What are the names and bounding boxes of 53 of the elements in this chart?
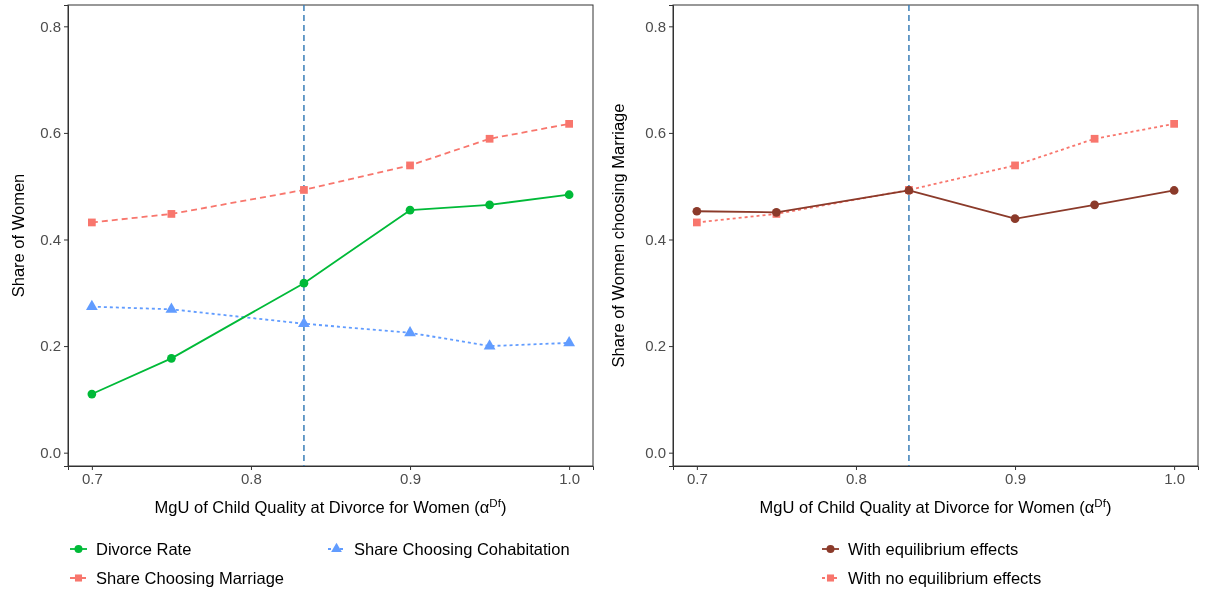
x-tick-label: 0.8 — [241, 469, 262, 487]
point — [298, 316, 310, 328]
x-tick-label: 0.8 — [846, 469, 867, 487]
x-tick-label: 0.7 — [686, 469, 708, 487]
point — [485, 134, 494, 143]
x-axis-title: MgU of Child Quality at Divorce for Women (α$^{Df}$) — [759, 497, 1112, 516]
point — [85, 299, 98, 311]
point — [300, 186, 308, 194]
legend-label: With no equilibrium effects — [848, 569, 1042, 587]
point — [167, 353, 176, 363]
point — [1011, 161, 1019, 170]
x-tick-label: 0.9 — [400, 469, 421, 487]
legend-label: Share Choosing Marriage — [96, 569, 285, 587]
y-tick-label: 0.2 — [40, 337, 61, 355]
point — [405, 205, 415, 215]
point — [1090, 134, 1099, 143]
point — [483, 339, 496, 350]
point — [564, 190, 574, 200]
point — [299, 278, 309, 288]
y-tick-label: 0.4 — [40, 230, 61, 248]
legend-label: Share Choosing Cohabitation — [354, 540, 570, 558]
x-tick-label: 0.9 — [1005, 469, 1026, 487]
point — [565, 119, 574, 128]
point — [87, 218, 96, 227]
point — [1169, 186, 1179, 195]
y-tick-label: 0.8 — [40, 17, 61, 35]
y-axis-title: Share of Women choosing Marriage — [609, 103, 627, 368]
legend-label: With equilibrium effects — [848, 540, 1019, 558]
point — [1090, 200, 1099, 210]
x-tick-label: 1.0 — [1164, 469, 1186, 487]
point — [692, 218, 701, 227]
point — [485, 200, 494, 210]
point — [165, 302, 178, 313]
point — [406, 161, 414, 170]
x-axis-title: MgU of Child Quality at Divorce for Women (α$^{Df}$) — [154, 497, 507, 516]
y-tick-label: 0.0 — [645, 443, 666, 461]
legend-label: Divorce Rate — [96, 540, 192, 558]
y-tick-label: 0.2 — [645, 337, 666, 355]
point — [167, 210, 176, 218]
x-tick-label: 0.7 — [81, 469, 103, 487]
y-tick-label: 0.4 — [645, 230, 666, 248]
y-tick-label: 0.6 — [645, 124, 666, 142]
y-tick-label: 0.8 — [645, 17, 666, 35]
point — [87, 389, 97, 399]
y-tick-label: 0.0 — [40, 443, 61, 461]
point — [1170, 119, 1179, 128]
y-tick-label: 0.6 — [40, 124, 61, 142]
y-axis-title: Share of Women — [9, 173, 27, 298]
point — [404, 325, 416, 337]
x-tick-label: 1.0 — [559, 469, 581, 487]
point — [692, 206, 702, 216]
point — [563, 336, 576, 347]
point — [1010, 214, 1020, 224]
